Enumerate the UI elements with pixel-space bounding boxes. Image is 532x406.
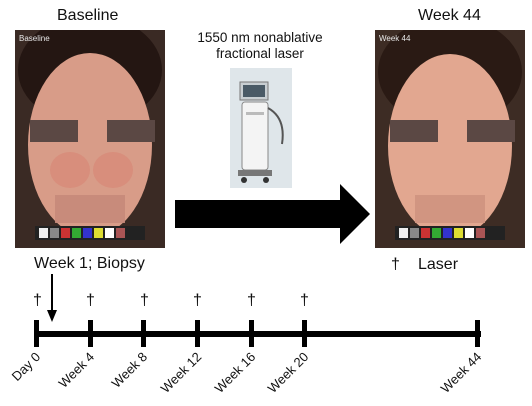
week44-title: Week 44 [418, 7, 481, 24]
label-week20: Week 20 [264, 349, 312, 396]
week1-biopsy-label: Week 1; Biopsy [34, 255, 145, 272]
laser-dagger-week4: † [86, 292, 95, 309]
tick-week12 [195, 320, 200, 347]
baseline-photo-tag: Baseline [19, 34, 50, 43]
label-day0: Day 0 [8, 349, 44, 384]
label-week8: Week 8 [108, 349, 151, 391]
label-week16: Week 16 [211, 349, 259, 396]
label-week12: Week 12 [157, 349, 205, 396]
laser-dagger-week16: † [247, 292, 256, 309]
tick-week44 [475, 320, 480, 347]
laser-dagger-week12: † [193, 292, 202, 309]
laser-title-line2: fractional laser [216, 46, 304, 61]
week44-photo-tag: Week 44 [379, 34, 411, 43]
label-week4: Week 4 [55, 349, 98, 391]
baseline-title: Baseline [57, 7, 119, 24]
tick-week4 [88, 320, 93, 347]
timeline-bar [36, 331, 481, 337]
laser-dagger-week20: † [300, 292, 309, 309]
laser-device-photo [230, 68, 292, 188]
laser-title: 1550 nm nonablative fractional laser [180, 30, 340, 62]
laser-legend-dagger: † [391, 256, 400, 273]
laser-legend-label: Laser [418, 256, 459, 273]
laser-dagger-week8: † [140, 292, 149, 309]
baseline-photo: Baseline [15, 30, 165, 248]
biopsy-arrow [47, 274, 57, 322]
tick-day0 [34, 320, 39, 347]
tick-week16 [249, 320, 254, 347]
tick-week20 [302, 320, 307, 347]
laser-title-line1: 1550 nm nonablative [197, 30, 323, 45]
week44-photo: Week 44 [375, 30, 525, 248]
progress-arrow [175, 184, 370, 244]
label-week44: Week 44 [437, 349, 485, 396]
tick-week8 [141, 320, 146, 347]
laser-dagger-day0: † [33, 292, 42, 309]
